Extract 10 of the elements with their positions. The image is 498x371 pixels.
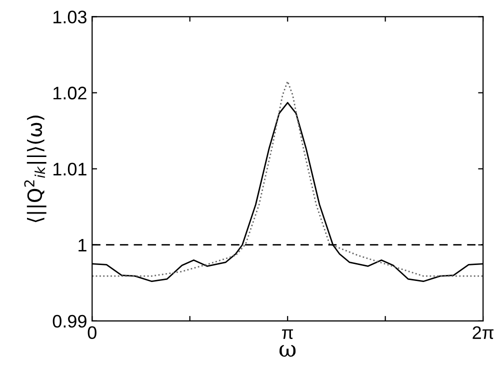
x-tick-label: π bbox=[282, 329, 294, 340]
x-axis-title: ω bbox=[280, 345, 296, 357]
y-tick-label: 1.01 bbox=[54, 162, 86, 176]
x-tick-label: 0 bbox=[88, 326, 96, 340]
y-axis-title: ⟨||Q$^{2}$$_{ik}$||⟩(ω) bbox=[24, 116, 46, 222]
y-tick-label: 0.99 bbox=[52, 314, 86, 328]
y-tick-label: 1 bbox=[78, 238, 86, 252]
x-tick-label: 2π bbox=[472, 326, 494, 340]
y-tick-label: 1.02 bbox=[54, 86, 86, 100]
y-tick-label: 1.03 bbox=[54, 10, 86, 24]
